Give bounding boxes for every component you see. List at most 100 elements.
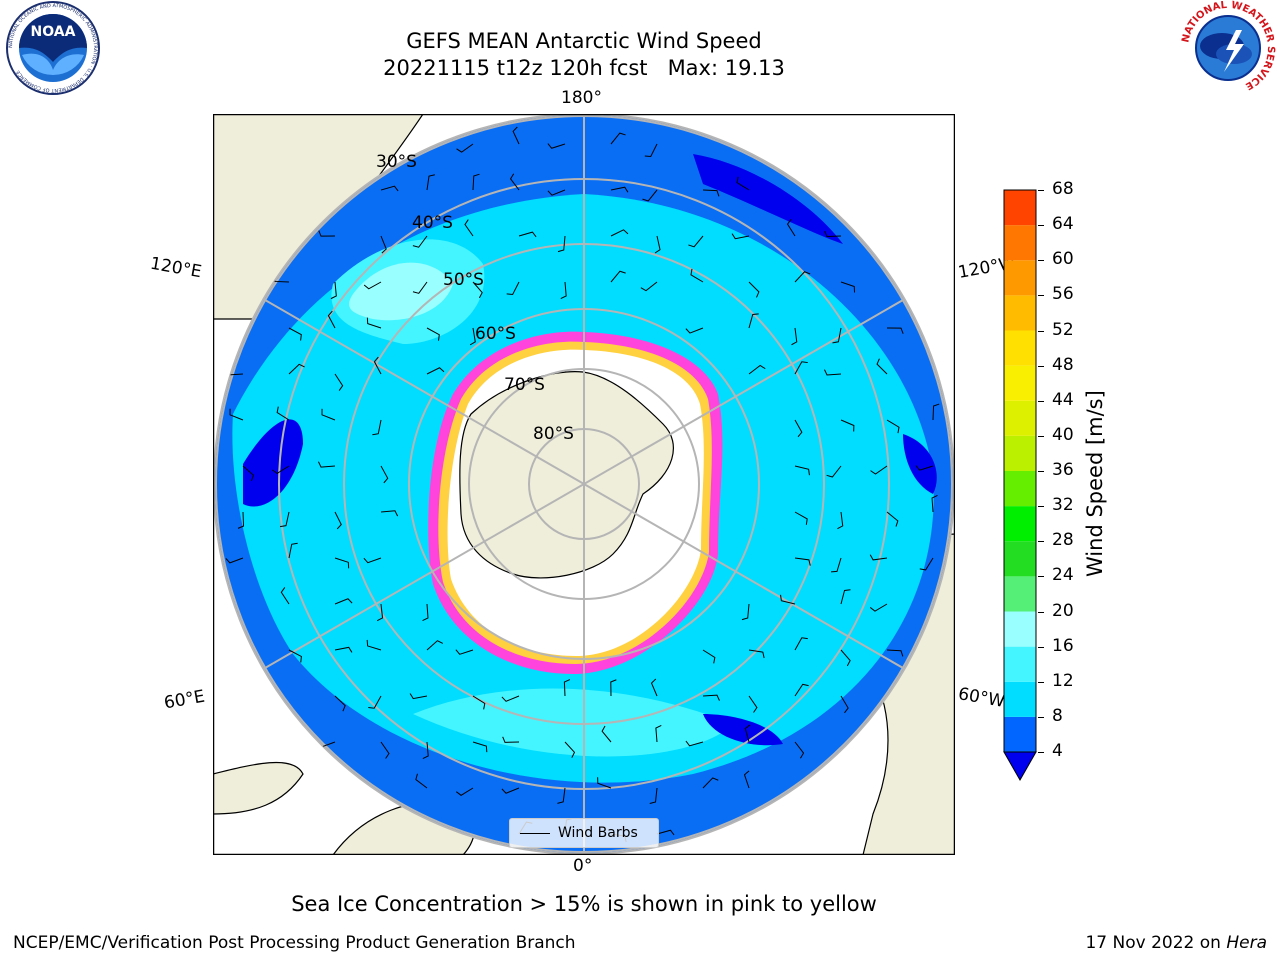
wind-barb bbox=[334, 598, 353, 605]
colorbar-segment bbox=[1004, 330, 1036, 366]
wind-barb bbox=[837, 511, 844, 530]
wind-low-blue-4 bbox=[703, 714, 783, 746]
wind-barb bbox=[279, 511, 290, 528]
colorbar-tick-label: 16 bbox=[1052, 635, 1074, 656]
wind-barb bbox=[380, 235, 387, 254]
wind-barb bbox=[655, 724, 662, 743]
wind-barb bbox=[748, 364, 766, 375]
lat-label-40: 40°S bbox=[412, 213, 453, 233]
wind-barb bbox=[780, 594, 796, 605]
wind-barb bbox=[455, 649, 474, 655]
noaa-logo-text: NOAA bbox=[31, 24, 76, 40]
colorbar-tick-mark bbox=[1038, 190, 1044, 191]
wind-barb bbox=[272, 465, 290, 475]
wind-barb bbox=[791, 327, 798, 346]
wind-barb bbox=[640, 281, 658, 292]
colorbar-tick-label: 44 bbox=[1052, 389, 1074, 410]
wind-barb bbox=[415, 773, 428, 789]
wind-barbs-legend: Wind Barbs bbox=[509, 818, 659, 848]
wind-barb bbox=[794, 419, 803, 438]
wind-barb bbox=[702, 694, 720, 701]
wind-barb bbox=[644, 143, 658, 158]
wind-barb bbox=[376, 603, 384, 622]
wind-barb bbox=[506, 281, 520, 296]
colorbar-segment bbox=[1004, 611, 1036, 647]
wind-barb bbox=[366, 317, 382, 329]
colorbar-tick-label: 8 bbox=[1052, 705, 1063, 726]
wind-barb bbox=[830, 557, 842, 573]
wind-barb bbox=[412, 235, 428, 248]
colorbar-tick-mark bbox=[1038, 471, 1044, 472]
wind-barb bbox=[225, 557, 244, 564]
wind-barb bbox=[237, 511, 245, 529]
wind-barb bbox=[731, 233, 750, 240]
wind-barb bbox=[469, 327, 476, 346]
colorbar-tick-label: 52 bbox=[1052, 319, 1074, 340]
wind-barb bbox=[870, 465, 888, 475]
wind-barb bbox=[288, 649, 302, 663]
wind-barb bbox=[334, 646, 353, 653]
wind-barb bbox=[380, 741, 390, 759]
wind-barb bbox=[610, 132, 626, 145]
wind-barb bbox=[656, 829, 675, 836]
lat-label-70: 70°S bbox=[504, 375, 545, 395]
footer-date-prefix: 17 Nov 2022 on bbox=[1085, 933, 1227, 953]
colorbar-segment bbox=[1004, 260, 1036, 296]
colorbar-segment bbox=[1004, 190, 1036, 226]
wind-barb bbox=[886, 649, 904, 657]
wind-barb bbox=[794, 361, 808, 375]
wind-barb bbox=[931, 495, 938, 513]
colorbar-segment bbox=[1004, 646, 1036, 682]
wind-barb bbox=[840, 419, 855, 432]
wind-barb bbox=[327, 310, 336, 329]
wind-barb bbox=[547, 143, 566, 149]
wind-barb bbox=[276, 406, 290, 421]
wind-barb bbox=[702, 649, 716, 664]
wind-low-blue-2 bbox=[693, 154, 843, 244]
wind-barb bbox=[610, 229, 629, 237]
wind-barb bbox=[334, 511, 342, 530]
wind-barb bbox=[794, 637, 808, 651]
wind-barb bbox=[610, 679, 617, 697]
wind-barb bbox=[794, 511, 808, 525]
wind-barb bbox=[736, 176, 750, 191]
colorbar-tick-mark bbox=[1038, 295, 1044, 297]
colorbar-tick-label: 4 bbox=[1052, 741, 1063, 761]
wind-barb bbox=[472, 173, 480, 191]
footer-date: 17 Nov 2022 on Hera bbox=[1085, 933, 1267, 953]
lon-label-bottom: 0° bbox=[573, 856, 593, 876]
colorbar-tick-mark bbox=[1038, 260, 1044, 262]
colorbar-tick-label: 36 bbox=[1052, 460, 1074, 480]
wind-barb bbox=[610, 270, 626, 283]
colorbar-tick-mark bbox=[1038, 435, 1044, 437]
lon-label-lower-right: 60°W bbox=[956, 684, 1007, 712]
wind-barb bbox=[512, 126, 520, 145]
colorbar-tick-mark bbox=[1038, 506, 1044, 508]
colorbar-tick-mark bbox=[1038, 225, 1044, 227]
wind-barb bbox=[702, 189, 720, 197]
colorbar-tick-mark bbox=[1038, 576, 1044, 578]
wind-barb bbox=[824, 230, 842, 238]
wind-low-blue-1 bbox=[243, 419, 303, 507]
wind-barb bbox=[334, 373, 344, 391]
lat-label-60: 60°S bbox=[475, 324, 516, 344]
wind-barb bbox=[702, 777, 719, 789]
colorbar-frame bbox=[1003, 189, 1037, 753]
colorbar-tick-mark bbox=[1038, 541, 1044, 543]
wind-barb bbox=[426, 367, 445, 375]
lat-label-80: 80°S bbox=[533, 424, 574, 444]
wind-barb bbox=[786, 219, 796, 237]
plot-title-line2: 20221115 t12z 120h fcst Max: 19.13 bbox=[383, 56, 785, 80]
wind-barb bbox=[869, 603, 888, 612]
colorbar-tick-label: 64 bbox=[1052, 214, 1074, 235]
wind-band-20 bbox=[349, 262, 453, 321]
wind-barb bbox=[380, 465, 389, 484]
wind-barb bbox=[472, 281, 483, 299]
wind-barb bbox=[501, 787, 520, 794]
wind-barb bbox=[372, 419, 382, 436]
wind-barb bbox=[886, 511, 899, 527]
wind-barb bbox=[748, 695, 758, 713]
wind-barb bbox=[456, 143, 474, 153]
wind-barb bbox=[501, 695, 520, 702]
colorbar-tick-label: 68 bbox=[1052, 179, 1074, 199]
